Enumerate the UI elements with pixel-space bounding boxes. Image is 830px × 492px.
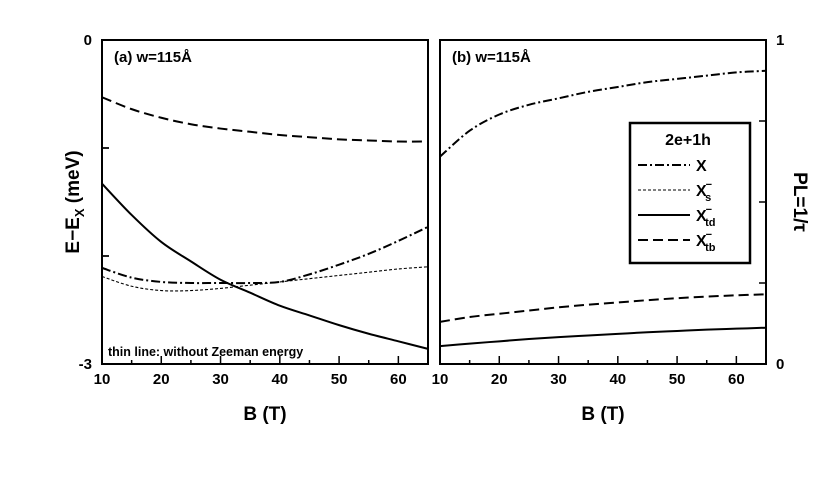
y-tick-label: 0: [84, 32, 92, 49]
legend-label-sup: −: [706, 179, 712, 191]
series-line-xtb: [439, 293, 767, 323]
panel-b-y-axis-title: PL=1/τ: [789, 172, 810, 232]
y-tick-label: 1: [776, 32, 784, 49]
series-line-xtb: [101, 96, 429, 143]
panel-a: 10 20 30 40 50 60 0 -3 (a) w=115Å thin line: w…: [63, 32, 429, 425]
legend-label-xs: X− s: [696, 179, 712, 204]
legend-label-sup: −: [706, 229, 712, 241]
legend-label-main: X: [696, 158, 707, 175]
legend-label-main: X: [696, 183, 707, 200]
panel-a-label: (a) w=115Å: [114, 49, 192, 66]
panel-b-x-axis-title: B (T): [581, 404, 624, 425]
legend-label-x: X: [696, 158, 707, 175]
legend-entries: XX− sX− tdX− tb: [638, 158, 716, 254]
x-tick-label: 10: [432, 371, 449, 388]
legend-label-xtb: X− tb: [696, 229, 716, 254]
panel-b-x-ticks: 10 20 30 40 50 60: [432, 356, 767, 388]
x-tick-label: 10: [94, 371, 111, 388]
legend: 2e+1h XX− sX− tdX− tb: [628, 121, 752, 265]
panel-b-label: (b) w=115Å: [452, 49, 531, 66]
x-tick-label: 60: [390, 371, 407, 388]
x-tick-label: 60: [728, 371, 745, 388]
panel-a-series: [101, 96, 429, 350]
legend-label-sub: tb: [705, 242, 716, 254]
series-line-xtd: [439, 326, 767, 348]
panel-a-frame: [101, 39, 429, 365]
panel-b: 10 20 30 40 50 60 01 (b) w=115Å B (T) PL=1/τ …: [432, 32, 810, 425]
x-tick-label: 40: [609, 371, 626, 388]
panel-a-y-ticks: 0 -3: [79, 32, 109, 373]
legend-label-main: X: [696, 208, 707, 225]
series-line-xtd: [101, 182, 429, 350]
panel-a-y-axis-title: E−EX (meV): [63, 150, 87, 253]
legend-label-main: X: [696, 233, 707, 250]
legend-label-sup: −: [706, 204, 712, 216]
series-line-xs: [101, 266, 429, 292]
x-tick-label: 20: [153, 371, 170, 388]
legend-label-xtd: X− td: [696, 204, 716, 229]
panel-b-y-ticks: 01: [759, 32, 784, 373]
panel-a-x-ticks: 10 20 30 40 50 60: [94, 356, 429, 388]
panel-a-x-axis-title: B (T): [243, 404, 286, 425]
x-tick-label: 30: [550, 371, 567, 388]
y-tick-label: 0: [776, 356, 784, 373]
legend-title: 2e+1h: [665, 132, 711, 149]
y-axis-title-sub: X: [72, 208, 87, 217]
series-line-x: [439, 69, 767, 158]
x-tick-label: 40: [271, 371, 288, 388]
panel-b-series: [439, 69, 767, 348]
panel-a-annotation: thin line: without Zeeman energy: [108, 345, 303, 359]
x-tick-label: 50: [669, 371, 686, 388]
series-line-x: [101, 225, 429, 285]
y-tick-label: -3: [79, 356, 92, 373]
x-tick-label: 20: [491, 371, 508, 388]
legend-label-sub: s: [705, 192, 711, 204]
y-axis-title-main: E−E: [63, 217, 84, 253]
y-axis-title-unit: (meV): [63, 150, 84, 208]
legend-label-sub: td: [705, 217, 715, 229]
x-tick-label: 50: [331, 371, 348, 388]
x-tick-label: 30: [212, 371, 229, 388]
